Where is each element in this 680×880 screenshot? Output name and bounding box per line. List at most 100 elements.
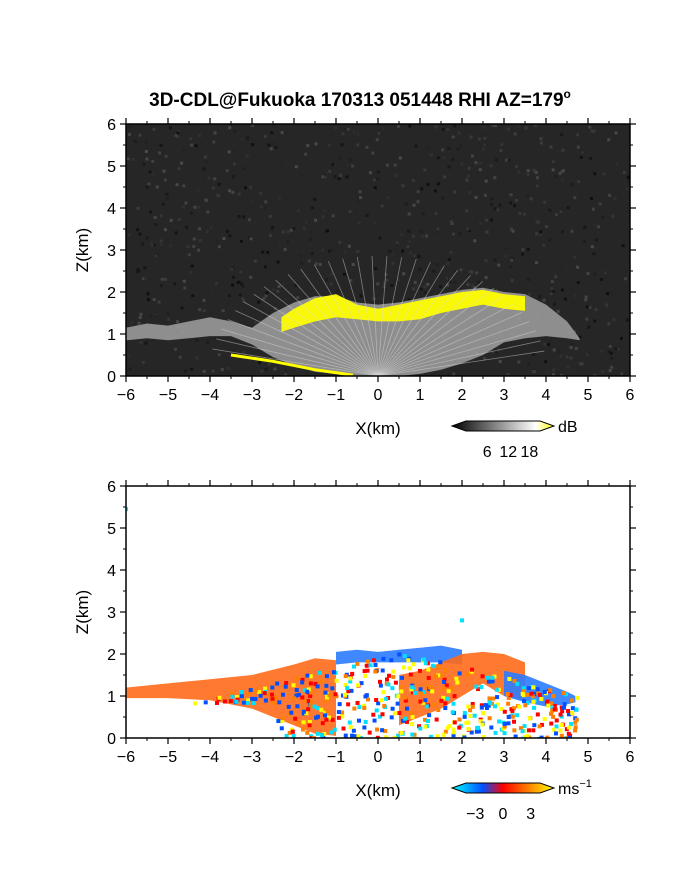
velocity-pixel [380, 668, 385, 673]
noise-speck [202, 167, 206, 171]
velocity-pixel [469, 730, 474, 735]
noise-speck [308, 237, 312, 241]
noise-speck [407, 298, 411, 302]
noise-speck [429, 153, 433, 157]
velocity-pixel [396, 694, 401, 699]
noise-speck [506, 127, 510, 131]
velocity-pixel [399, 689, 404, 694]
beam-streak [377, 258, 417, 376]
velocity-pixel [537, 724, 542, 729]
noise-speck [574, 347, 578, 351]
noise-speck [453, 281, 457, 285]
noise-speck [150, 241, 154, 245]
velocity-pixel [349, 688, 354, 693]
velocity-pixel [521, 686, 526, 691]
noise-speck [238, 280, 242, 284]
velocity-pixel [481, 711, 486, 716]
noise-speck [495, 350, 499, 354]
noise-speck [314, 218, 318, 222]
velocity-pixel [386, 682, 391, 687]
noise-speck [451, 158, 455, 162]
velocity-pixel [389, 658, 394, 663]
noise-speck [509, 201, 513, 205]
velocity-pixel [397, 652, 402, 657]
noise-speck [283, 297, 287, 301]
noise-speck [542, 243, 546, 247]
velocity-pixel [425, 684, 430, 689]
noise-speck [217, 353, 221, 357]
noise-speck [241, 284, 245, 288]
noise-speck [338, 240, 342, 244]
x-tick-label: 1 [416, 387, 425, 404]
velocity-pixel [253, 696, 258, 701]
noise-speck [242, 350, 246, 354]
velocity-pixel [549, 721, 554, 726]
noise-speck [514, 165, 518, 169]
noise-speck [617, 347, 621, 351]
velocity-pixel [390, 706, 395, 711]
velocity-pixel [554, 724, 559, 729]
noise-speck [304, 152, 308, 156]
velocity-pixel [263, 698, 268, 703]
noise-speck [146, 298, 150, 302]
noise-speck [349, 209, 353, 213]
colorbar-ticks: −3 0 3 [466, 806, 535, 823]
noise-speck [493, 124, 497, 128]
velocity-pixel [363, 719, 368, 724]
noise-speck [241, 297, 245, 301]
noise-speck [310, 206, 314, 210]
velocity-pixel [479, 685, 484, 690]
noise-speck [406, 245, 410, 249]
velocity-pixel [457, 717, 462, 722]
noise-speck [189, 270, 193, 274]
velocity-pixel [348, 679, 353, 684]
velocity-pixel [517, 704, 522, 709]
colorbar-tick-label: 12 [499, 444, 517, 461]
velocity-pixel [217, 695, 222, 700]
noise-speck [284, 222, 288, 226]
axis-ticks: −6 −5 −4 −3 −2 −1 0 1 2 3 4 5 6 0 1 2 3 4 5 6 [107, 479, 636, 766]
noise-speck [339, 174, 343, 178]
noise-speck [222, 152, 226, 156]
noise-speck [532, 370, 536, 374]
beam-streak [275, 279, 379, 376]
velocity-pixel [510, 708, 515, 713]
noise-speck [404, 202, 408, 206]
velocity-pixel [234, 699, 239, 704]
velocity-pixel [276, 719, 281, 724]
velocity-pixel [251, 701, 256, 706]
velocity-pixel [373, 662, 378, 667]
noise-speck [283, 247, 287, 251]
noise-speck [390, 253, 394, 257]
noise-speck [246, 136, 250, 140]
noise-speck [460, 202, 464, 206]
noise-speck [321, 215, 325, 219]
velocity-pixel [340, 714, 345, 719]
velocity-pixel [290, 729, 295, 734]
noise-speck [326, 229, 330, 233]
noise-speck [585, 192, 589, 196]
noise-speck [412, 203, 416, 207]
noise-speck [441, 196, 445, 200]
velocity-pixel [429, 734, 434, 738]
noise-speck [182, 184, 186, 188]
noise-speck [280, 131, 284, 135]
noise-speck [493, 258, 497, 262]
noise-speck [470, 284, 474, 288]
noise-speck [314, 142, 318, 146]
velocity-pixel [284, 681, 289, 686]
velocity-pixel [399, 675, 404, 680]
noise-speck [247, 218, 251, 222]
velocity-pixel [371, 658, 376, 663]
noise-speck [351, 263, 355, 267]
velocity-pixel [423, 717, 428, 722]
velocity-pixel [511, 706, 516, 711]
noise-speck [206, 210, 210, 214]
velocity-pixel [522, 724, 527, 729]
velocity-pixel [373, 669, 378, 674]
noise-speck [423, 291, 427, 295]
noise-speck [338, 156, 342, 160]
noise-speck [540, 296, 544, 300]
velocity-pixel [347, 720, 352, 725]
noise-speck [222, 237, 226, 241]
